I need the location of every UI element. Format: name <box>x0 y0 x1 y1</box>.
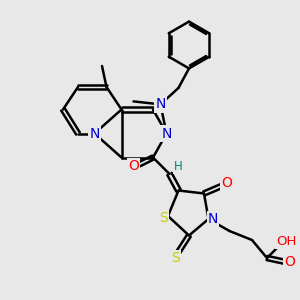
Text: N: N <box>208 212 218 226</box>
Text: OH: OH <box>276 235 297 248</box>
Text: N: N <box>155 98 166 111</box>
Text: O: O <box>221 176 232 190</box>
Text: N: N <box>89 127 100 140</box>
Text: S: S <box>159 211 168 224</box>
Text: O: O <box>284 256 295 269</box>
Text: O: O <box>128 160 139 173</box>
Text: H: H <box>174 160 183 173</box>
Text: N: N <box>161 127 172 140</box>
Text: S: S <box>171 251 180 265</box>
